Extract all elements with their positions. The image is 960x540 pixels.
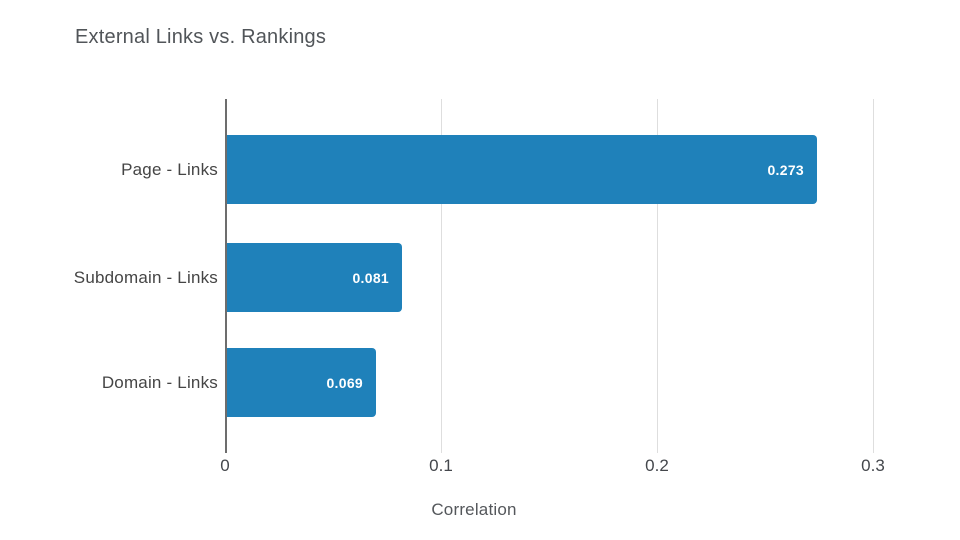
bar-row-page-links: Page - Links 0.273: [0, 135, 960, 204]
category-label-subdomain-links: Subdomain - Links: [73, 268, 218, 287]
gridline-0-1: [441, 99, 442, 453]
chart-title: External Links vs. Rankings: [75, 26, 327, 48]
category-label-domain-links: Domain - Links: [101, 373, 218, 392]
bar-value-label: 0.081: [352, 269, 389, 286]
x-tick-label-0-2: 0.2: [645, 456, 669, 475]
gridline-0-2: [657, 99, 658, 453]
bar-value-label: 0.273: [767, 161, 804, 178]
bar-row-domain-links: Domain - Links 0.069: [0, 348, 960, 417]
bar-domain-links: 0.069: [227, 348, 376, 417]
x-tick-label-0-1: 0.1: [429, 456, 453, 475]
zero-axis-line: [225, 99, 227, 453]
gridline-0-3: [873, 99, 874, 453]
plot-area: [225, 99, 907, 453]
bar-row-subdomain-links: Subdomain - Links 0.081: [0, 243, 960, 312]
x-tick-label-0: 0: [220, 456, 230, 475]
x-tick-label-0-3: 0.3: [861, 456, 885, 475]
category-label-page-links: Page - Links: [121, 160, 218, 179]
x-axis-title: Correlation: [431, 500, 517, 519]
bar-subdomain-links: 0.081: [227, 243, 402, 312]
bar-page-links: 0.273: [227, 135, 817, 204]
bar-value-label: 0.069: [326, 374, 363, 391]
